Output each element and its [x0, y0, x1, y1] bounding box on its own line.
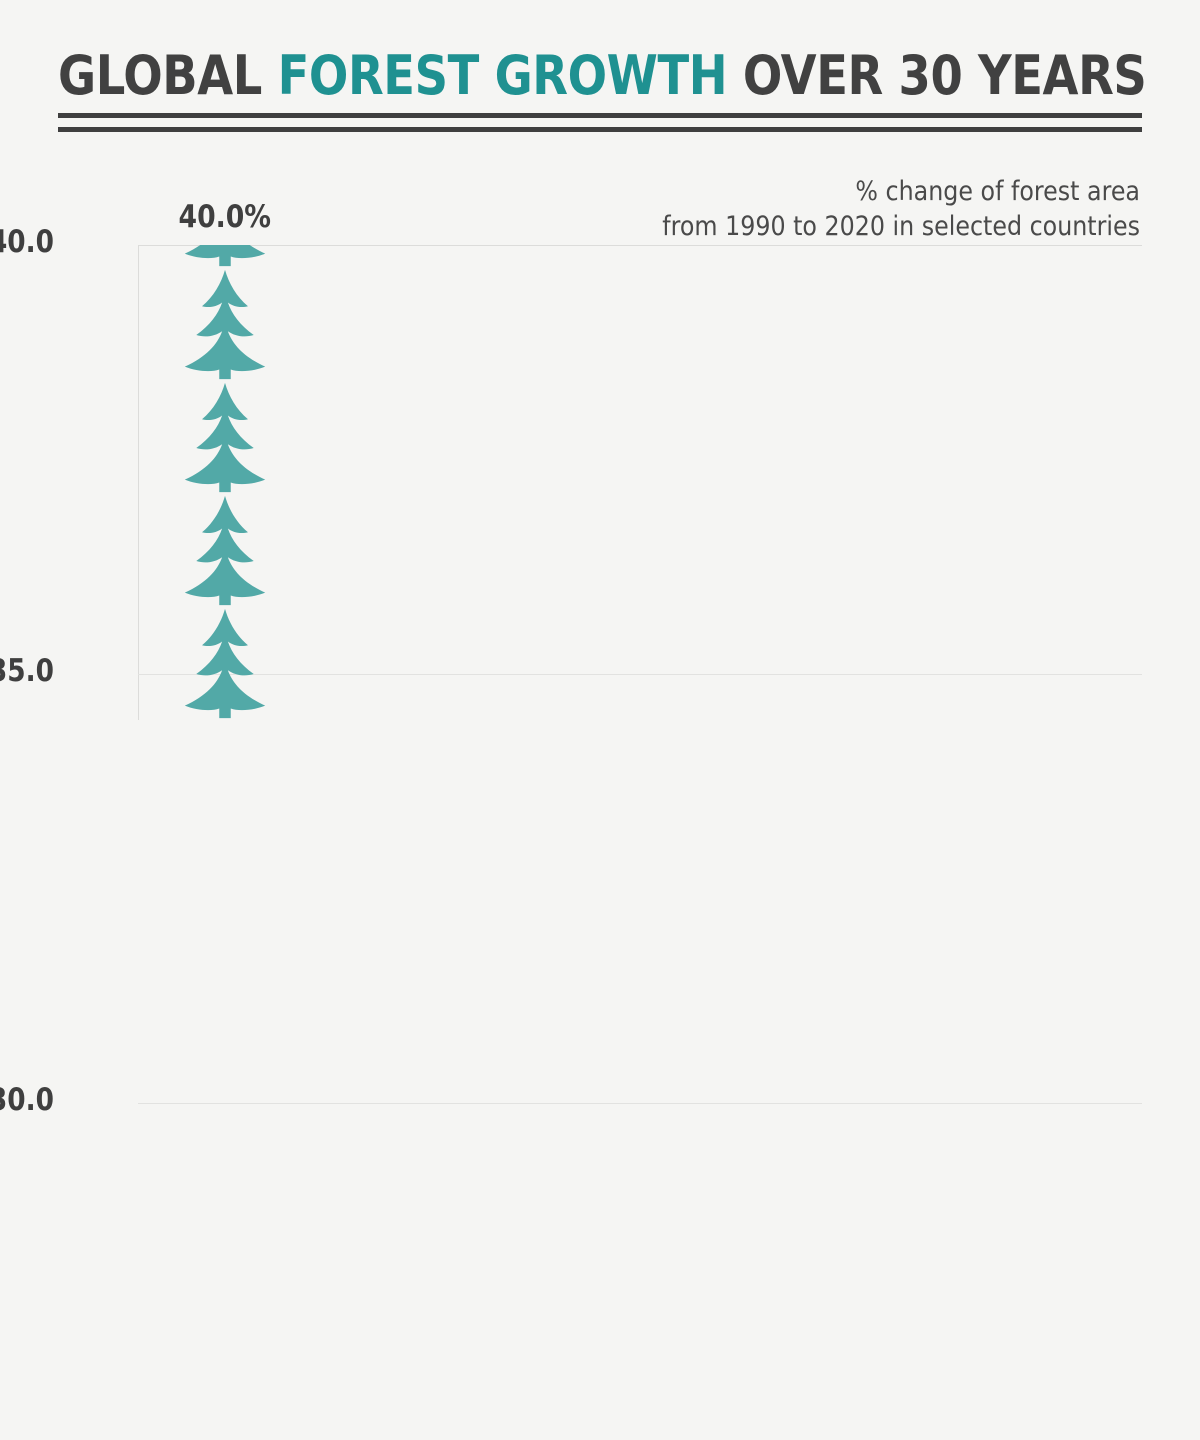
y-axis-tick-label: 30.0	[0, 1081, 54, 1118]
gridline	[138, 245, 1142, 246]
chart-plot-area: 40.035.030.025.020.015.0 40.0%19.4%18.5%…	[0, 199, 1142, 1118]
chart-subtitle-line-1: % change of forest area	[855, 176, 1140, 207]
bar[interactable]	[177, 245, 273, 720]
y-axis-tick-label: 40.0	[0, 224, 54, 260]
y-axis-line	[138, 245, 139, 720]
title-block: GLOBAL FOREST GROWTH OVER 30 YEARS	[58, 48, 1147, 104]
page-title-highlight: FOREST GROWTH	[277, 44, 728, 107]
pine-tree-icon	[177, 494, 273, 607]
page-title: GLOBAL FOREST GROWTH OVER 30 YEARS	[58, 48, 1147, 104]
page-title-part-after: OVER 30 YEARS	[727, 44, 1147, 107]
pine-tree-icon	[177, 245, 273, 268]
bar-tree-stack	[177, 245, 273, 720]
gridline	[138, 1102, 1142, 1104]
bar-value-label: 40.0%	[178, 199, 272, 235]
divider-rule-bottom	[58, 127, 1142, 132]
chart-subtitle: % change of forest area from 1990 to 202…	[524, 174, 1140, 244]
pine-tree-icon	[177, 381, 273, 494]
page-title-part-before: GLOBAL	[58, 44, 278, 107]
pine-tree-icon	[177, 268, 273, 381]
chart-subtitle-line-2: from 1990 to 2020 in selected countries	[662, 211, 1140, 242]
y-axis-tick-label: 35.0	[0, 652, 54, 689]
gridline	[138, 673, 1142, 675]
title-divider	[58, 113, 1142, 132]
divider-rule-top	[58, 113, 1142, 118]
pine-tree-icon	[177, 607, 273, 720]
